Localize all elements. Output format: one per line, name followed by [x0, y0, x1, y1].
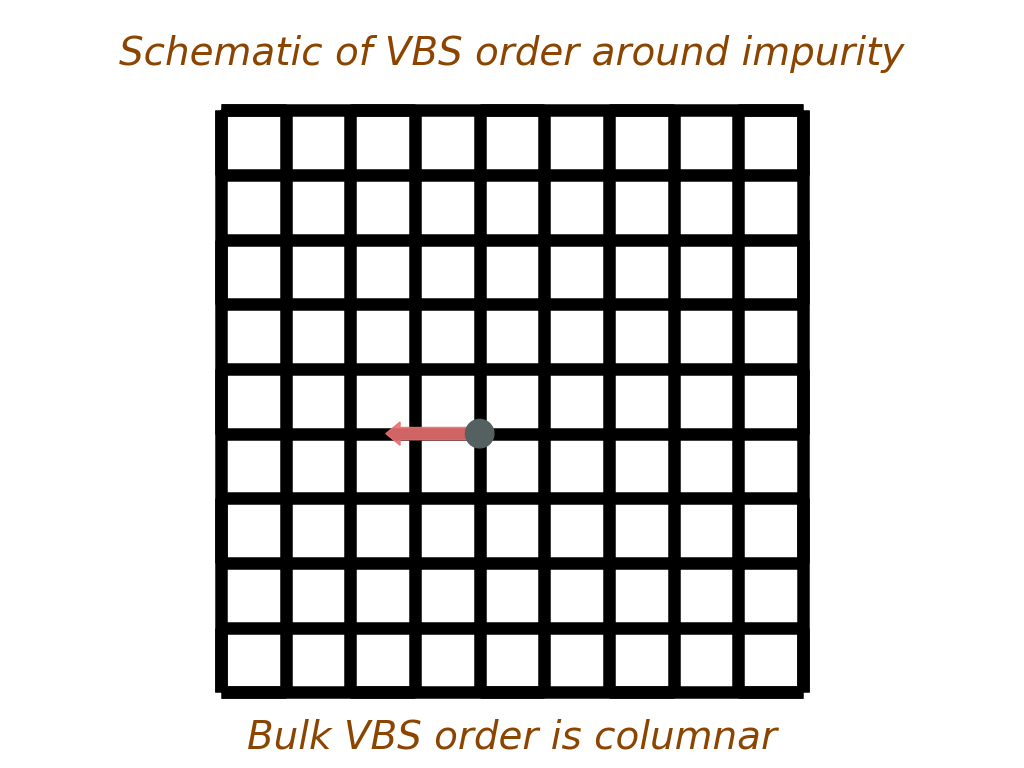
FancyArrow shape [386, 422, 479, 445]
Text: Schematic of VBS order around impurity: Schematic of VBS order around impurity [120, 35, 904, 73]
Text: Bulk VBS order is columnar: Bulk VBS order is columnar [247, 718, 777, 756]
Circle shape [466, 419, 494, 448]
